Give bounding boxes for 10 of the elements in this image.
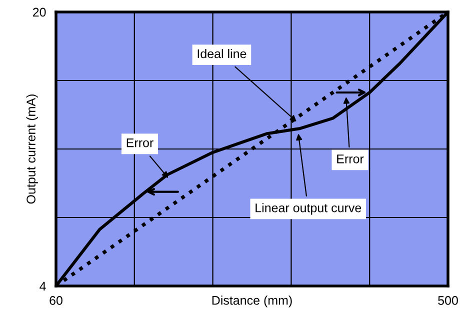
y-axis-title: Output current (mA)	[26, 94, 38, 204]
annotation: Linear output curve	[256, 203, 362, 215]
annotation: Error	[337, 154, 364, 164]
annotation: Ideal line	[198, 48, 246, 58]
x-tick-label: 60	[50, 296, 62, 305]
y-tick-label: 20	[33, 8, 46, 17]
x-tick-label: 500	[438, 296, 458, 305]
x-axis-title: Distance (mm)	[212, 296, 292, 308]
annotation: Error	[126, 138, 154, 148]
y-tick-label: 4	[40, 282, 46, 291]
